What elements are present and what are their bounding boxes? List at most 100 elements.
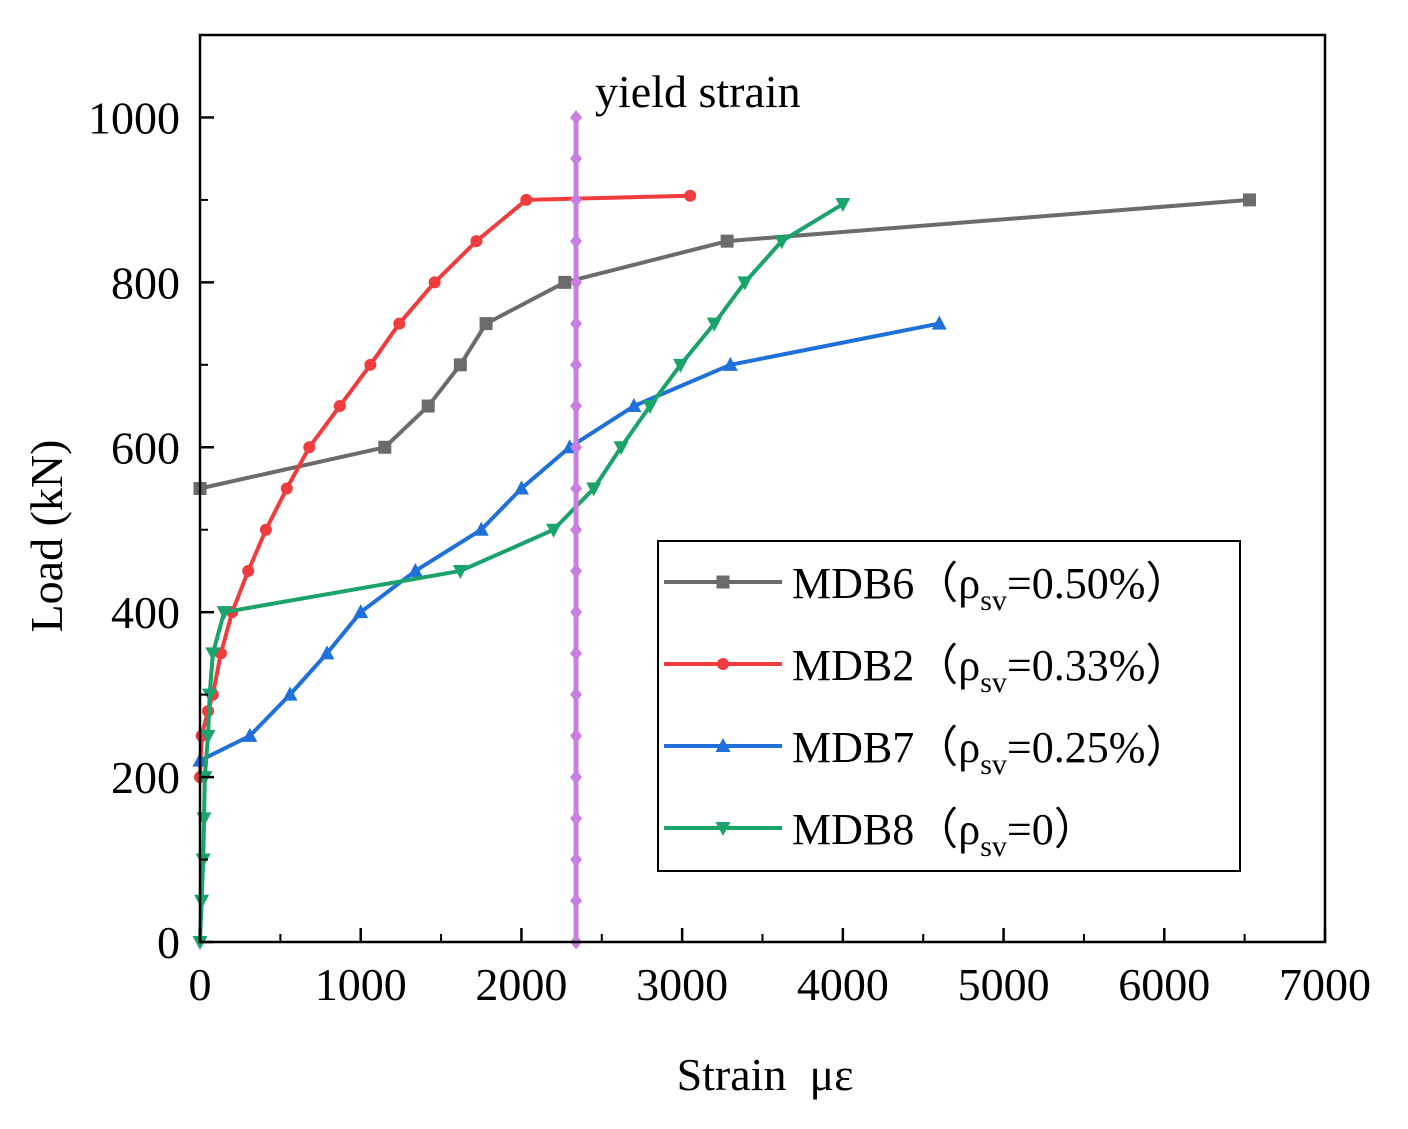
series-3-point-6 [407,562,423,577]
legend: MDB6（ρsv=0.50%）MDB2（ρsv=0.33%）MDB7（ρsv=0… [657,540,1241,872]
series-1-point-4 [453,358,467,372]
series-2-point-12 [364,358,377,371]
legend-label-3-sub: sv [980,748,1007,781]
series-4-point-9 [216,606,232,621]
yield-marker-950 [570,151,583,167]
y-tick-label-0: 0 [157,917,180,968]
yield-marker-200 [570,769,583,785]
plot-layer [192,109,1256,950]
series-3-point-12 [931,315,947,330]
legend-label-4: MDB8（ρsv=0） [792,805,1098,863]
y-tick-label-400: 400 [111,587,180,638]
legend-label-4-tail: =0） [1007,805,1098,854]
series-4-point-15 [673,358,689,373]
legend-label-3-tail: =0.25%） [1007,723,1189,772]
series-4-point-18 [774,235,790,250]
series-3-point-3 [282,686,298,701]
yield-strain-label: yield strain [595,66,801,117]
y-tick-label-800: 800 [111,257,180,308]
series-4-point-6 [200,729,216,744]
series-2-point-10 [303,441,316,454]
series-4-point-17 [737,276,753,291]
series-2-point-13 [393,317,406,330]
legend-label-2-sub: sv [980,666,1007,699]
x-tick-label-7000: 7000 [1279,959,1371,1010]
y-tick-label-1000: 1000 [88,92,180,143]
yield-marker-150 [570,810,583,826]
legend-label-4-main: MDB8（ρ [792,805,980,854]
yield-marker-750 [570,316,583,332]
series-line-3 [199,321,940,763]
yield-marker-50 [570,893,583,909]
yield-marker-700 [570,357,583,373]
series-4-point-10 [452,564,468,579]
x-axis-label: Strain με [677,1049,854,1100]
yield-marker-350 [570,645,583,661]
series-3-point-8 [513,480,529,495]
legend-label-2: MDB2（ρsv=0.33%） [792,641,1189,699]
y-tick-label-600: 600 [111,422,180,473]
yield-marker-600 [570,439,583,455]
series-3-point-10 [626,398,642,413]
y-axis-label: Load (kN) [21,440,72,633]
yield-marker-550 [570,481,583,496]
yield-marker-100 [570,852,583,868]
legend-marker-2 [717,658,729,670]
series-1-point-6 [558,275,572,289]
yield-marker-250 [570,728,583,744]
series-1-point-8 [1242,193,1256,207]
series-2-point-7 [242,564,255,577]
x-tick-label-6000: 6000 [1118,959,1210,1010]
yield-marker-650 [570,398,583,414]
legend-label-4-sub: sv [980,830,1007,863]
series-4-point-19 [835,198,851,213]
legend-label-1: MDB6（ρsv=0.50%） [792,559,1189,617]
series-2-point-8 [259,523,272,536]
legend-marker-4 [715,822,731,836]
series-4-point-16 [706,317,722,332]
yield-marker-850 [570,233,583,249]
series-1-point-5 [479,317,493,331]
series-4-point-7 [202,688,218,703]
series-2-point-17 [684,189,697,202]
series-4-point-12 [586,482,602,497]
series-3-point-11 [722,356,738,371]
series-line-2 [198,193,691,778]
series-line-1 [199,197,1250,491]
series-3-point-4 [319,645,335,660]
x-tick-label-3000: 3000 [636,959,728,1010]
legend-marker-1 [716,575,730,589]
series-3-point-2 [242,727,258,742]
series-4-point-2 [194,894,210,909]
x-tick-label-0: 0 [189,959,212,1010]
x-tick-label-2000: 2000 [475,959,567,1010]
legend-label-1-tail: =0.50%） [1007,559,1189,608]
series-3-point-7 [473,521,489,536]
legend-box [657,540,1241,872]
series-3-point-5 [353,604,369,619]
series-4-point-13 [613,441,629,456]
legend-label-2-main: MDB2（ρ [792,641,980,690]
x-tick-label-4000: 4000 [797,959,889,1010]
yield-marker-450 [570,563,583,579]
yield-marker-800 [570,274,583,290]
x-tick-label-5000: 5000 [958,959,1050,1010]
yield-marker-1000 [570,109,583,125]
legend-label-1-sub: sv [980,584,1007,617]
series-1-point-2 [378,440,392,454]
series-1-point-3 [421,399,435,413]
yield-marker-900 [570,192,583,208]
y-tick-label-200: 200 [111,752,180,803]
series-2-point-15 [470,235,483,248]
series-4-point-11 [546,523,562,538]
axis-layer: 0 1000 2000 3000 4000 5000 6000 7000 0 200 400 600 8… [88,33,1371,1010]
x-tick-label-1000: 1000 [315,959,407,1010]
series-2-point-11 [333,400,346,413]
legend-label-2-tail: =0.33%） [1007,641,1189,690]
series-2-point-14 [428,276,441,289]
legend-label-3: MDB7（ρsv=0.25%） [792,723,1189,781]
series-4-point-14 [642,400,658,415]
legend-label-1-main: MDB6（ρ [792,559,980,608]
series-2-point-9 [280,482,293,495]
